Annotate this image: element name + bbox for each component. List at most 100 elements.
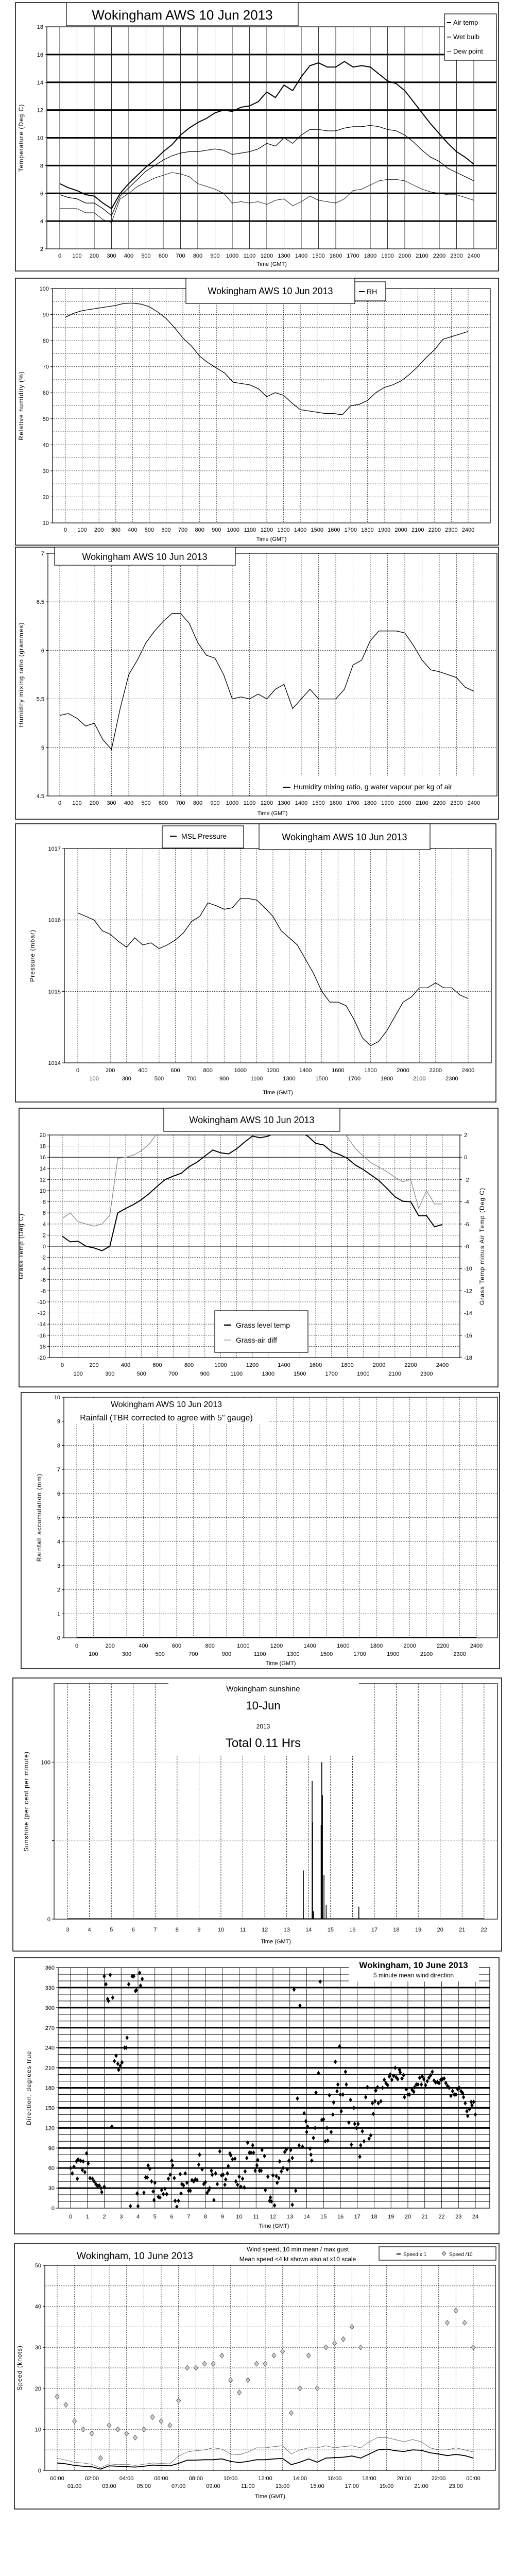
x-tick-label: 21 (459, 1927, 465, 1933)
data-point (472, 2099, 475, 2105)
y-tick-label: 1015 (48, 989, 61, 995)
data-point (266, 2174, 270, 2179)
y-tick-label: 60 (43, 390, 49, 396)
data-point (470, 2103, 474, 2108)
y-tick-label: 10 (35, 2427, 41, 2433)
gridlines (58, 1968, 490, 2208)
series-line (65, 302, 469, 415)
x-tick-label: 800 (195, 527, 204, 533)
x-tick-label: 1100 (244, 253, 256, 259)
data-point (281, 2165, 285, 2171)
x-tick-label: 900 (222, 1651, 231, 1657)
y-tick-label: 2 (40, 246, 43, 252)
x-tick-label: 1500 (316, 1076, 328, 1082)
data-point (173, 2198, 177, 2204)
gridlines (45, 2265, 495, 2470)
data-point (237, 2174, 241, 2179)
x-tick-label: 15 (320, 2214, 327, 2220)
data-point (290, 2202, 294, 2208)
y-tick-label: 10 (54, 1395, 60, 1401)
data-point (345, 2082, 348, 2087)
chart-frame (21, 1392, 500, 1669)
x-tick-label: 600 (159, 253, 168, 259)
x-tick-label: 1900 (357, 1371, 369, 1377)
y-tick-label: 12 (37, 108, 43, 114)
y-tick-label: 240 (45, 2045, 55, 2052)
x-tick-label: 2400 (468, 253, 480, 259)
x-tick-label: 1900 (381, 1076, 393, 1082)
speed-x10-point (55, 2394, 60, 2400)
chart-frame (14, 1957, 500, 2234)
data-point (94, 2181, 98, 2187)
x-tick-label: 08:00 (189, 2476, 203, 2482)
y-tick-label: -2 (41, 1255, 46, 1261)
data-point (177, 2198, 180, 2204)
data-point (170, 2163, 175, 2168)
data-point (132, 1974, 136, 1979)
data-point (221, 2172, 225, 2177)
y-right-tick-label: -16 (464, 1333, 472, 1339)
data-point (161, 2192, 165, 2197)
x-tick-label: 09:00 (206, 2483, 220, 2489)
data-point (68, 2165, 73, 2171)
x-tick-label: 21 (422, 2214, 428, 2220)
y-tick-label: 10 (37, 135, 43, 142)
wind-direction-title-area (349, 1959, 479, 1981)
x-tick-label: 1600 (337, 1643, 349, 1649)
data-point (350, 2142, 353, 2147)
data-point (179, 2191, 183, 2196)
data-point (158, 2195, 162, 2200)
data-point (310, 2158, 314, 2163)
y-right-tick-label: -14 (464, 1311, 472, 1317)
data-point (200, 2167, 204, 2172)
data-point (305, 2129, 308, 2134)
speed-x10-point (72, 2418, 77, 2425)
y-tick-label: 360 (45, 1965, 55, 1971)
x-tick-label: 16:00 (328, 2476, 342, 2482)
data-point (195, 2178, 199, 2183)
data-point (298, 2003, 302, 2008)
data-point (404, 2087, 408, 2092)
x-tick-label: 2400 (462, 1067, 474, 1074)
y-axis-title: Relative humidity (%) (18, 371, 25, 440)
data-point (252, 2150, 255, 2155)
x-tick-label: 18 (393, 1927, 399, 1933)
data-point (289, 2147, 293, 2153)
mixing-ratio-chart-title: Wokingham AWS 10 Jun 2013 (82, 552, 207, 562)
chart-frame (15, 547, 499, 820)
x-tick-label: 1200 (246, 1362, 259, 1368)
data-point (166, 2176, 170, 2181)
data-point (208, 2185, 212, 2191)
x-tick-label: 20 (405, 2214, 411, 2220)
data-point (146, 2163, 150, 2168)
data-point (210, 2168, 213, 2173)
sunshine-chart-title: Wokingham sunshine (226, 1685, 300, 1693)
gridlines (48, 553, 497, 796)
x-tick-label: 600 (170, 1067, 180, 1074)
x-tick-label: 100 (74, 1371, 83, 1377)
x-tick-label: 900 (200, 1371, 210, 1377)
data-point (188, 2188, 192, 2193)
x-tick-label: 1700 (345, 527, 357, 533)
data-point (239, 2184, 243, 2189)
data-point (373, 2098, 377, 2104)
x-tick-label: 2300 (445, 527, 457, 533)
data-point (386, 2082, 389, 2088)
data-point (394, 2075, 398, 2080)
x-tick-label: 3 (66, 1927, 69, 1933)
y-tick-label: 5 (41, 745, 44, 751)
speed-x10-point (193, 2365, 198, 2371)
x-tick-label: 200 (106, 1067, 115, 1074)
y-tick-label: 2 (43, 1232, 46, 1239)
data-point (129, 2204, 132, 2208)
data-point (375, 2084, 380, 2090)
y-tick-label: -14 (38, 1321, 46, 1328)
y-axis-title: Sunshine (per cent per minute) (23, 1751, 30, 1852)
legend-label-mixing-ratio: Humidity mixing ratio, g water vapour pe… (294, 783, 452, 791)
data-point (99, 2185, 103, 2191)
data-point (331, 2112, 335, 2117)
x-tick-label: 16 (337, 2214, 344, 2220)
data-point (317, 2071, 320, 2076)
data-point (320, 2117, 324, 2123)
speed-x10-point (228, 2377, 233, 2383)
